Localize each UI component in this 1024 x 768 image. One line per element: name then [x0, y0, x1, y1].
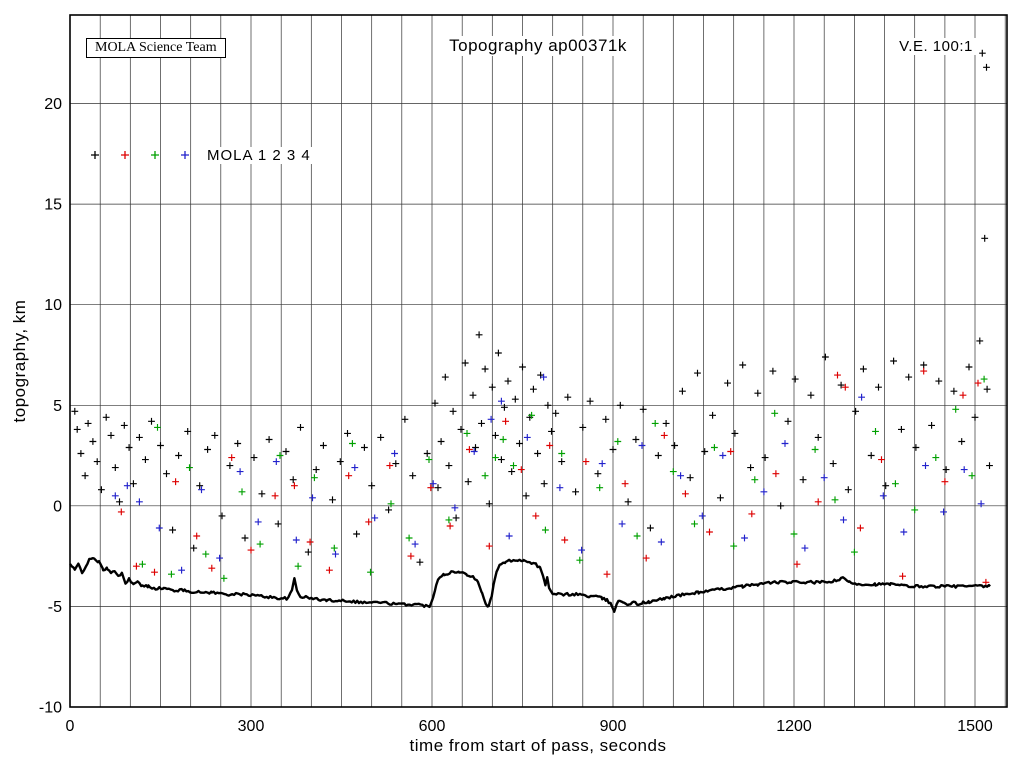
x-tick-label: 1500	[957, 718, 993, 735]
scatter-series-mola-2	[117, 367, 990, 586]
x-axis-label: time from start of pass, seconds	[409, 736, 667, 756]
x-tick-label: 600	[419, 718, 446, 735]
y-tick-label: -10	[39, 700, 62, 717]
chart-title: Topography ap00371k	[441, 36, 635, 56]
legend-marker-mola-2	[121, 151, 129, 159]
x-tick-label: 300	[238, 718, 265, 735]
y-tick-label: 5	[53, 398, 62, 415]
grid-lines	[70, 15, 1007, 707]
credit-box: MOLA Science Team	[86, 38, 226, 58]
scatter-series-mola-1	[71, 49, 993, 566]
x-tick-label: 0	[66, 718, 75, 735]
x-tick-label: 900	[600, 718, 627, 735]
topography-profile-line	[69, 557, 991, 613]
y-tick-label: 0	[53, 498, 62, 515]
scatter-series-mola-3	[139, 375, 988, 582]
legend-label: MOLA 1 2 3 4	[203, 147, 315, 164]
y-axis-label: topography, km	[10, 299, 29, 423]
y-tick-label: 20	[44, 96, 62, 113]
scatter-series-mola-4	[111, 373, 985, 574]
y-tick-label: -5	[48, 599, 62, 616]
legend-marker-mola-3	[151, 151, 159, 159]
y-tick-label: 15	[44, 197, 62, 214]
x-tick-label: 1200	[776, 718, 812, 735]
y-tick-label: 10	[44, 297, 62, 314]
legend-marker-mola-1	[91, 151, 99, 159]
plot-frame	[69, 14, 1008, 708]
legend-marker-mola-4	[181, 151, 189, 159]
vertical-exaggeration-label: V.E. 100:1	[893, 38, 979, 55]
